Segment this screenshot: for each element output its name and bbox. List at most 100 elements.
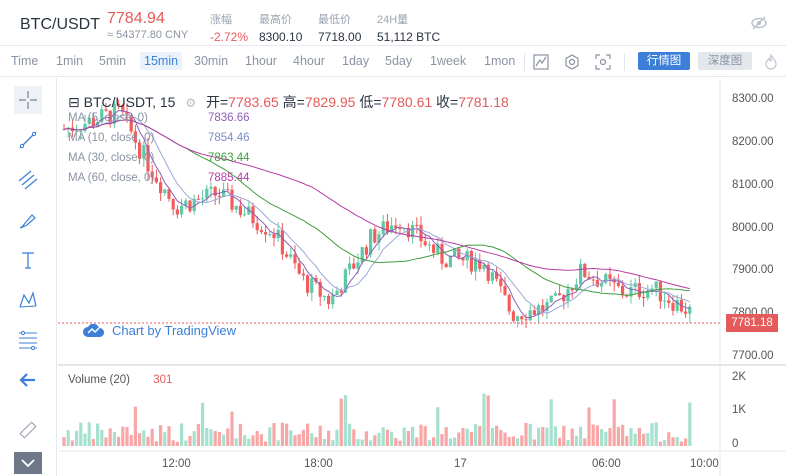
volume-bar bbox=[684, 438, 688, 446]
fib-icon bbox=[19, 330, 37, 351]
candle-body bbox=[175, 209, 179, 215]
volume-bar bbox=[100, 429, 104, 446]
low-label: 低= bbox=[359, 94, 382, 110]
flame-icon[interactable] bbox=[762, 53, 780, 71]
screenshot-icon[interactable] bbox=[594, 53, 612, 71]
candle-body bbox=[150, 171, 154, 178]
indicator-icon[interactable] bbox=[532, 53, 550, 71]
volume-bar bbox=[138, 433, 142, 446]
volume-bar bbox=[79, 422, 83, 446]
candle-body bbox=[356, 262, 360, 269]
volume-bar bbox=[83, 433, 87, 446]
candle-body bbox=[465, 251, 469, 261]
high-label: 高= bbox=[282, 94, 305, 110]
tf-1mon[interactable]: 1mon bbox=[484, 54, 516, 68]
ruler-tool[interactable] bbox=[14, 416, 42, 444]
pair-name[interactable]: BTC/USDT bbox=[20, 16, 100, 33]
volume-bar bbox=[402, 427, 406, 446]
legend-settings-icon[interactable]: ⚙ bbox=[185, 96, 197, 110]
volume-bar bbox=[154, 441, 158, 446]
volume-bar bbox=[688, 402, 692, 446]
volume-bar bbox=[314, 437, 318, 446]
eye-off-icon[interactable] bbox=[750, 14, 768, 32]
candle-body bbox=[348, 263, 352, 270]
volume-bar bbox=[671, 437, 675, 446]
candle-body bbox=[280, 229, 284, 255]
volume-bar bbox=[558, 437, 562, 446]
candle-body bbox=[146, 145, 150, 172]
volume-bar bbox=[251, 435, 255, 446]
volume-bar bbox=[62, 437, 66, 446]
tf-1min[interactable]: 1min bbox=[56, 54, 84, 68]
volume-legend: Volume (20) 301 bbox=[68, 374, 172, 386]
volume-bar bbox=[205, 427, 209, 446]
tradingview-link[interactable]: Chart by TradingView bbox=[82, 322, 236, 338]
depth-chart-button[interactable]: 深度图 bbox=[698, 52, 752, 70]
settings-icon[interactable] bbox=[563, 53, 581, 71]
arrow-left-icon bbox=[19, 373, 35, 387]
candle-body bbox=[154, 177, 158, 183]
volume-bar bbox=[595, 425, 599, 446]
candle-body bbox=[499, 278, 503, 287]
candle-body bbox=[213, 186, 217, 196]
toolbar-divider bbox=[524, 53, 525, 71]
ma-5-legend: MA (5, close, 0) 7836.66 bbox=[68, 112, 250, 124]
tf-1week[interactable]: 1week bbox=[430, 54, 467, 68]
back-arrow-tool[interactable] bbox=[14, 366, 42, 394]
volume-bar bbox=[297, 434, 301, 446]
last-price: 7784.94 bbox=[107, 10, 165, 27]
tf-1day[interactable]: 1day bbox=[342, 54, 370, 68]
collapse-legend-icon[interactable]: ⊟ bbox=[68, 94, 84, 110]
tf-5day[interactable]: 5day bbox=[385, 54, 413, 68]
candle-body bbox=[100, 109, 104, 122]
candle-body bbox=[335, 290, 339, 295]
high-stat: 最高价 8300.10 bbox=[259, 11, 302, 44]
candle-body bbox=[289, 254, 293, 257]
channel-tool[interactable] bbox=[14, 166, 42, 194]
y-tick: 7900.00 bbox=[732, 264, 774, 276]
ma-60-value: 7885.44 bbox=[208, 172, 250, 184]
candle-body bbox=[243, 214, 247, 216]
candle-body bbox=[469, 251, 473, 272]
candle-body bbox=[310, 277, 314, 293]
volume-bar bbox=[285, 423, 289, 446]
candlestick-chart[interactable] bbox=[58, 78, 786, 476]
volume-bar bbox=[66, 430, 70, 446]
volume-bar bbox=[532, 439, 536, 446]
volume-bar bbox=[650, 423, 654, 446]
volume-bar bbox=[121, 426, 125, 446]
tf-1hour[interactable]: 1hour bbox=[245, 54, 277, 68]
volume-bar bbox=[415, 437, 419, 446]
volume-bar bbox=[112, 432, 116, 446]
vol-tick: 2K bbox=[732, 371, 747, 383]
candle-body bbox=[558, 293, 562, 295]
candle-body bbox=[117, 103, 121, 106]
volume-bar bbox=[444, 427, 448, 446]
fib-tool[interactable] bbox=[14, 326, 42, 354]
crosshair-tool[interactable] bbox=[14, 86, 42, 114]
tf-4hour[interactable]: 4hour bbox=[293, 54, 325, 68]
crosshair-icon bbox=[19, 91, 37, 109]
pattern-tool[interactable] bbox=[14, 286, 42, 314]
tf-5min[interactable]: 5min bbox=[99, 54, 127, 68]
text-tool[interactable] bbox=[14, 246, 42, 274]
tf-time[interactable]: Time bbox=[11, 54, 39, 68]
candle-body bbox=[205, 188, 209, 199]
brush-icon bbox=[19, 214, 36, 229]
volume-bar bbox=[528, 423, 532, 446]
tf-15min[interactable]: 15min bbox=[140, 52, 183, 70]
collapse-tools-button[interactable] bbox=[14, 452, 42, 474]
volume-bar bbox=[574, 435, 578, 446]
candle-body bbox=[474, 259, 478, 272]
candle-chart-button[interactable]: 行情图 bbox=[638, 52, 690, 70]
volume-stat-value: 51,112 BTC bbox=[377, 30, 441, 44]
volume-bar bbox=[331, 440, 335, 446]
trendline-tool[interactable] bbox=[14, 126, 42, 154]
volume-bar bbox=[394, 437, 398, 446]
brush-tool[interactable] bbox=[14, 206, 42, 234]
volume-bar bbox=[499, 430, 503, 446]
volume-bar bbox=[142, 430, 146, 446]
tf-30min[interactable]: 30min bbox=[194, 54, 229, 68]
volume-bar bbox=[524, 422, 528, 446]
chart-area[interactable]: ⊟ BTC/USDT, 15 ⚙ 开=7783.65 高=7829.95 低=7… bbox=[58, 78, 786, 476]
